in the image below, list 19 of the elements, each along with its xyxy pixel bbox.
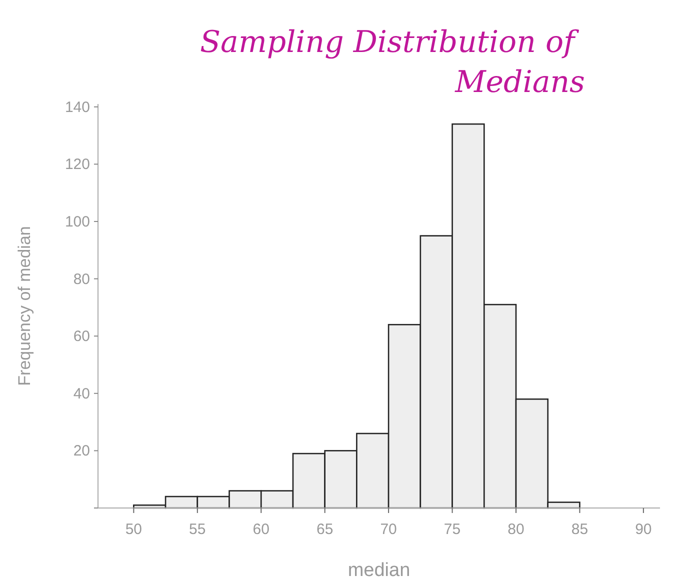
y-tick-label: 60 [73, 328, 90, 346]
chart-title: Sampling Distribution of Medians [200, 25, 585, 100]
y-tick-label: 100 [64, 213, 90, 230]
x-tick-label: 60 [252, 521, 270, 538]
x-tick-label: 85 [571, 521, 588, 538]
x-axis-title: median [348, 560, 410, 581]
x-tick-label: 50 [125, 521, 142, 538]
y-tick-label: 140 [64, 98, 90, 116]
y-tick-label: 120 [64, 156, 90, 174]
y-tick-label: 20 [73, 442, 90, 460]
x-tick-label: 80 [508, 521, 524, 538]
x-tick-label: 90 [635, 521, 652, 538]
x-tick-label: 65 [316, 521, 334, 538]
y-tick-label: 40 [73, 385, 90, 402]
y-axis-title: Frequency of median [15, 226, 34, 386]
x-tick-label: 70 [380, 521, 397, 538]
y-tick-label: 80 [73, 270, 90, 288]
x-tick-label: 55 [189, 521, 206, 538]
x-tick-label: 75 [444, 521, 461, 538]
